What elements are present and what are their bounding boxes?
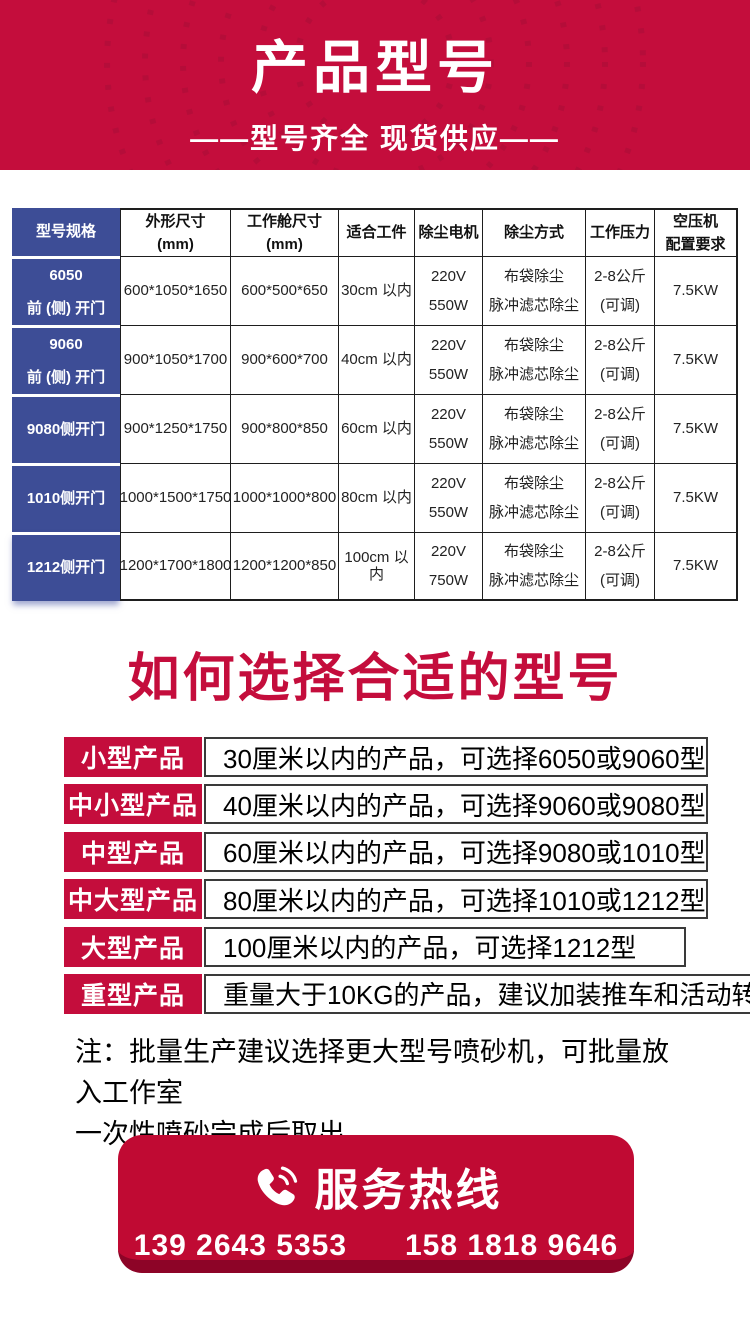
cell-dimensions: 1200*1700*1800 <box>120 532 231 601</box>
category-badge: 中大型产品 <box>64 879 202 920</box>
category-description: 60厘米以内的产品，可选择9080或1010型 <box>204 831 708 872</box>
cell-motor: 220V 750W <box>414 532 482 601</box>
cell-compressor: 7.5KW <box>654 394 738 463</box>
cell-pressure: 2-8公斤 (可调) <box>585 394 654 463</box>
col-header-chamber: 工作舱尺寸 (mm) <box>230 208 338 256</box>
cell-compressor: 7.5KW <box>654 256 738 325</box>
col-header-compressor: 空压机 配置要求 <box>654 208 738 256</box>
list-item: 重型产品 重量大于10KG的产品，建议加装推车和活动转盘 <box>64 973 750 1014</box>
cell-method: 布袋除尘 脉冲滤芯除尘 <box>482 325 585 394</box>
spec-table: 型号规格 外形尺寸 (mm) 工作舱尺寸 (mm) 适合工件 除尘电机 除尘方式 工… <box>12 208 738 601</box>
page-title: 产品型号 <box>251 36 499 100</box>
col-header-model: 型号规格 <box>12 208 120 256</box>
phone-number-1[interactable]: 139 2643 5353 <box>133 1229 347 1262</box>
cell-chamber: 600*500*650 <box>230 256 338 325</box>
category-description: 80厘米以内的产品，可选择1010或1212型 <box>204 879 708 920</box>
col-header-pressure: 工作压力 <box>585 208 654 256</box>
cell-workpiece: 80cm 以内 <box>338 463 414 532</box>
cell-workpiece: 40cm 以内 <box>338 325 414 394</box>
cell-motor: 220V 550W <box>414 394 482 463</box>
cell-chamber: 1200*1200*850 <box>230 532 338 601</box>
category-description: 40厘米以内的产品，可选择9060或9080型 <box>204 784 708 825</box>
category-description: 重量大于10KG的产品，建议加装推车和活动转盘 <box>204 973 750 1014</box>
cell-dimensions: 900*1050*1700 <box>120 325 230 394</box>
category-badge: 重型产品 <box>64 973 202 1014</box>
cell-dimensions: 900*1250*1750 <box>120 394 230 463</box>
cell-model: 9060 前 (侧) 开门 <box>12 325 120 394</box>
cell-pressure: 2-8公斤 (可调) <box>585 256 654 325</box>
col-header-workpiece: 适合工件 <box>338 208 414 256</box>
cell-workpiece: 100cm 以内 <box>338 532 414 601</box>
cell-method: 布袋除尘 脉冲滤芯除尘 <box>482 532 585 601</box>
col-header-motor: 除尘电机 <box>414 208 482 256</box>
hotline-banner: 服务热线 139 2643 5353 158 1818 9646 <box>118 1135 634 1273</box>
category-badge: 大型产品 <box>64 926 202 967</box>
cell-compressor: 7.5KW <box>654 325 738 394</box>
hotline-title: 服务热线 <box>314 1166 503 1215</box>
cell-motor: 220V 550W <box>414 463 482 532</box>
selection-list: 小型产品 30厘米以内的产品，可选择6050或9060型 中小型产品 40厘米以… <box>64 737 750 1021</box>
note-line: 注：批量生产建议选择更大型号喷砂机，可批量放入工作室 <box>75 1037 669 1108</box>
cell-model: 1212侧开门 <box>12 532 120 601</box>
category-description: 100厘米以内的产品，可选择1212型 <box>204 926 686 967</box>
cell-method: 布袋除尘 脉冲滤芯除尘 <box>482 256 585 325</box>
cell-method: 布袋除尘 脉冲滤芯除尘 <box>482 463 585 532</box>
cell-chamber: 900*600*700 <box>230 325 338 394</box>
cell-model: 6050 前 (侧) 开门 <box>12 256 120 325</box>
category-badge: 中小型产品 <box>64 784 202 825</box>
page-subtitle: ——型号齐全 现货供应—— <box>190 123 560 154</box>
list-item: 大型产品 100厘米以内的产品，可选择1212型 <box>64 926 686 967</box>
phone-icon <box>257 1166 297 1206</box>
dotted-burst-decoration <box>104 0 646 170</box>
col-header-method: 除尘方式 <box>482 208 585 256</box>
category-description: 30厘米以内的产品，可选择6050或9060型 <box>204 737 708 777</box>
cell-motor: 220V 550W <box>414 325 482 394</box>
cell-method: 布袋除尘 脉冲滤芯除尘 <box>482 394 585 463</box>
cell-dimensions: 600*1050*1650 <box>120 256 230 325</box>
cell-compressor: 7.5KW <box>654 532 738 601</box>
cell-model: 1010侧开门 <box>12 463 120 532</box>
list-item: 中小型产品 40厘米以内的产品，可选择9060或9080型 <box>64 784 708 825</box>
cell-chamber: 900*800*850 <box>230 394 338 463</box>
category-badge: 中型产品 <box>64 831 202 872</box>
selection-heading: 如何选择合适的型号 <box>127 650 623 708</box>
hotline-numbers: 139 2643 5353 158 1818 9646 <box>118 1229 634 1263</box>
cell-workpiece: 60cm 以内 <box>338 394 414 463</box>
cell-compressor: 7.5KW <box>654 463 738 532</box>
cell-motor: 220V 550W <box>414 256 482 325</box>
list-item: 小型产品 30厘米以内的产品，可选择6050或9060型 <box>64 737 708 777</box>
col-header-dimensions: 外形尺寸 (mm) <box>120 208 230 256</box>
category-badge: 小型产品 <box>64 737 202 777</box>
hotline-title-row: 服务热线 <box>118 1154 634 1218</box>
list-item: 中型产品 60厘米以内的产品，可选择9080或1010型 <box>64 831 708 872</box>
cell-pressure: 2-8公斤 (可调) <box>585 325 654 394</box>
hero-banner: 产品型号 ——型号齐全 现货供应—— <box>0 0 750 170</box>
cell-pressure: 2-8公斤 (可调) <box>585 532 654 601</box>
cell-pressure: 2-8公斤 (可调) <box>585 463 654 532</box>
cell-model: 9080侧开门 <box>12 394 120 463</box>
list-item: 中大型产品 80厘米以内的产品，可选择1010或1212型 <box>64 879 708 920</box>
cell-dimensions: 1000*1500*1750 <box>120 463 231 532</box>
phone-handset-shape <box>257 1168 295 1206</box>
cell-chamber: 1000*1000*800 <box>230 463 338 532</box>
phone-number-2[interactable]: 158 1818 9646 <box>405 1229 619 1262</box>
cell-workpiece: 30cm 以内 <box>338 256 414 325</box>
